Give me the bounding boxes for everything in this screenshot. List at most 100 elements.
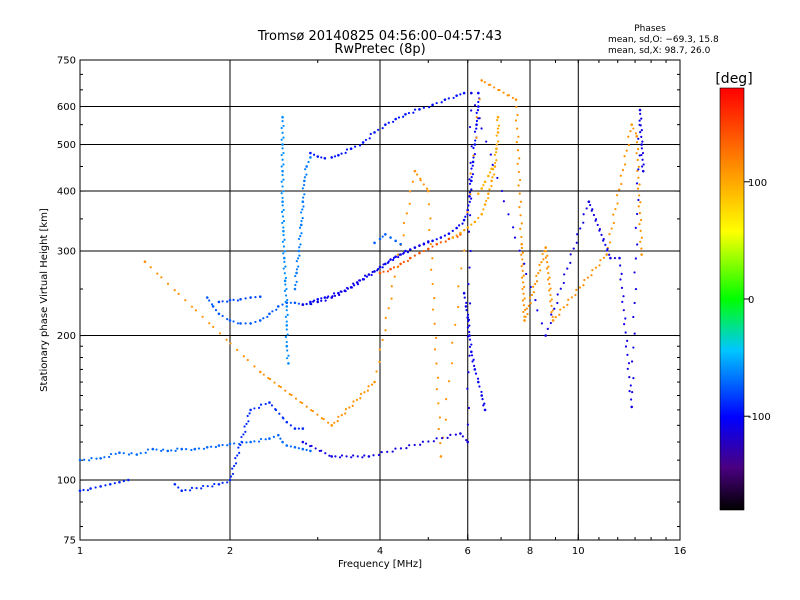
data-point bbox=[205, 296, 209, 299]
data-point bbox=[436, 376, 440, 379]
data-point bbox=[350, 456, 353, 459]
data-point bbox=[284, 315, 287, 318]
data-point bbox=[118, 480, 121, 484]
data-point bbox=[352, 454, 355, 457]
data-point bbox=[264, 438, 267, 441]
data-point bbox=[538, 263, 541, 266]
data-point bbox=[608, 241, 612, 244]
data-point bbox=[468, 195, 471, 198]
data-point bbox=[637, 168, 640, 171]
data-point bbox=[427, 440, 430, 443]
data-point bbox=[618, 188, 621, 191]
data-point bbox=[228, 442, 232, 446]
data-point bbox=[139, 452, 142, 455]
data-point bbox=[624, 331, 627, 334]
data-point bbox=[635, 135, 639, 138]
data-point bbox=[541, 252, 544, 256]
data-point bbox=[516, 162, 519, 165]
data-point bbox=[475, 127, 478, 130]
data-point bbox=[556, 301, 559, 305]
data-point bbox=[566, 303, 569, 306]
data-point bbox=[280, 138, 283, 141]
data-point bbox=[232, 298, 235, 301]
data-point bbox=[305, 405, 308, 408]
data-point bbox=[373, 131, 376, 134]
data-point bbox=[604, 243, 607, 246]
data-point bbox=[297, 427, 300, 430]
data-point bbox=[523, 308, 527, 312]
data-point bbox=[487, 192, 490, 195]
data-point bbox=[282, 417, 285, 420]
data-point bbox=[620, 286, 624, 289]
data-point bbox=[419, 443, 422, 446]
data-point bbox=[472, 154, 475, 157]
data-point bbox=[472, 146, 475, 150]
data-point bbox=[549, 300, 552, 303]
data-point bbox=[582, 221, 585, 224]
data-point bbox=[495, 143, 498, 146]
data-point bbox=[455, 94, 458, 97]
data-point bbox=[297, 447, 300, 450]
data-point bbox=[239, 322, 242, 325]
data-point bbox=[435, 362, 438, 365]
data-point bbox=[544, 256, 547, 259]
data-point bbox=[590, 209, 593, 212]
data-point bbox=[572, 247, 575, 250]
data-point bbox=[631, 390, 634, 394]
data-point bbox=[521, 258, 524, 261]
data-point bbox=[293, 446, 297, 449]
data-point bbox=[228, 319, 232, 322]
data-point bbox=[309, 300, 312, 304]
data-point bbox=[482, 184, 485, 187]
data-point bbox=[290, 393, 293, 397]
data-point bbox=[193, 447, 197, 451]
data-point bbox=[236, 299, 240, 302]
data-point bbox=[612, 221, 615, 225]
data-point bbox=[625, 149, 628, 152]
data-point bbox=[284, 335, 287, 339]
data-point bbox=[427, 203, 431, 206]
data-point bbox=[244, 322, 247, 325]
data-point bbox=[636, 212, 639, 216]
data-point bbox=[285, 444, 289, 447]
data-point bbox=[466, 210, 469, 214]
data-point bbox=[266, 315, 269, 319]
data-point bbox=[160, 276, 163, 279]
data-point bbox=[226, 318, 229, 321]
data-point bbox=[301, 401, 304, 405]
data-point bbox=[470, 145, 473, 148]
data-point bbox=[469, 193, 472, 196]
data-point bbox=[297, 237, 301, 241]
data-point bbox=[525, 307, 528, 310]
data-point bbox=[282, 178, 285, 181]
data-point bbox=[515, 141, 518, 144]
data-point bbox=[337, 291, 340, 295]
data-point bbox=[340, 414, 343, 417]
data-point bbox=[489, 83, 492, 86]
data-point bbox=[404, 249, 407, 253]
data-point bbox=[430, 268, 433, 271]
data-point bbox=[519, 227, 522, 230]
data-point bbox=[281, 440, 284, 444]
data-point bbox=[467, 371, 470, 374]
data-point bbox=[282, 256, 286, 260]
data-point bbox=[629, 130, 632, 133]
data-point bbox=[280, 210, 284, 213]
data-point bbox=[282, 163, 285, 166]
data-point bbox=[352, 400, 355, 403]
data-point bbox=[517, 135, 520, 138]
data-point bbox=[276, 305, 280, 308]
data-point bbox=[623, 163, 627, 166]
data-point bbox=[635, 182, 639, 185]
data-point bbox=[390, 297, 393, 300]
data-point bbox=[440, 101, 443, 104]
data-point bbox=[433, 322, 436, 325]
data-point bbox=[184, 488, 187, 492]
data-point bbox=[637, 147, 640, 151]
data-point bbox=[293, 301, 297, 305]
colorbar-ticks: 100 0 -100 bbox=[744, 178, 771, 423]
data-point bbox=[475, 136, 478, 139]
data-point bbox=[455, 226, 458, 230]
x-tick-label: 8 bbox=[527, 546, 533, 557]
data-point bbox=[334, 455, 337, 458]
